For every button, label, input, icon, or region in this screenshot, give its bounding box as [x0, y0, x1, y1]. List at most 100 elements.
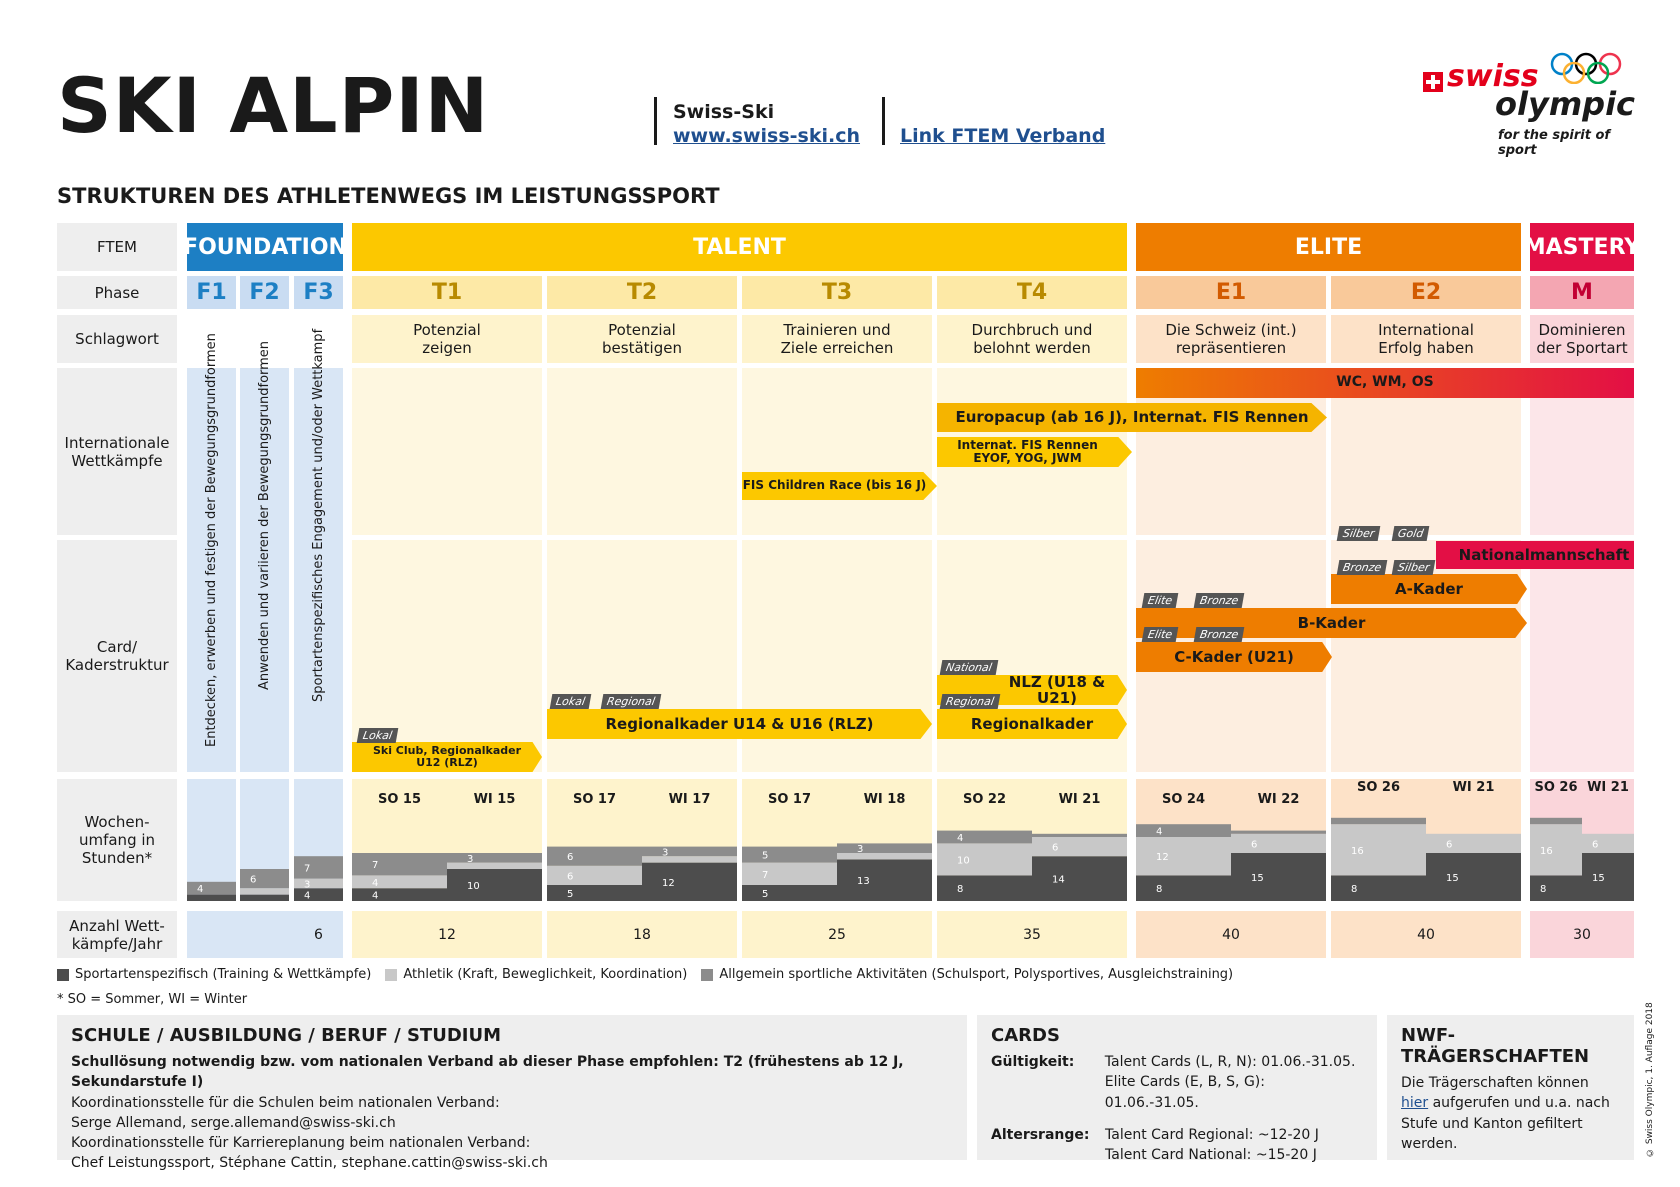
- schlagwort-m: Dominieren der Sportart: [1530, 315, 1634, 363]
- phase-e2: E2: [1331, 276, 1521, 309]
- bar-segment: [547, 865, 642, 885]
- bar-value-label: 6: [567, 852, 573, 863]
- org-name: Swiss-Ski: [673, 101, 775, 123]
- bar-value-label: 4: [372, 878, 378, 889]
- divider: [654, 97, 657, 145]
- bar-segment: [837, 859, 932, 901]
- foundation-text-f3: Sportartenspezifisches Engagement und/od…: [311, 328, 326, 702]
- bar-value-label: 7: [762, 870, 768, 881]
- bar-segment: [1136, 837, 1231, 876]
- bar-value-label: 6: [250, 875, 256, 886]
- bar-value-label: 3: [857, 844, 863, 855]
- ftem-talent: TALENT: [352, 223, 1127, 271]
- bar-segment: [742, 862, 837, 885]
- c-kader-arrow: C-Kader (U21): [1136, 642, 1332, 672]
- bar-segment: [642, 846, 737, 857]
- tag-bronze: Bronze: [1193, 627, 1245, 642]
- season-label: SO 15: [377, 791, 422, 807]
- bar-segment: [1231, 853, 1326, 901]
- divider: [882, 97, 885, 145]
- bar-segment: [1426, 833, 1521, 853]
- bar-value-label: 7: [304, 863, 310, 874]
- swiss-olympic-logo: swiss olympic for the spirit of sport: [1420, 52, 1635, 158]
- schule-title: SCHULE / AUSBILDUNG / BERUF / STUDIUM: [71, 1025, 501, 1046]
- anzahl-m: 30: [1530, 911, 1634, 958]
- season-label: SO 17: [572, 791, 617, 807]
- tag-silber: Silber: [1391, 560, 1436, 575]
- logo-tagline: for the spirit of sport: [1498, 128, 1611, 158]
- bar-segment: [294, 888, 343, 901]
- bar-value-label: 4: [957, 833, 963, 844]
- bar-segment: [187, 894, 236, 901]
- row-label-schlagwort: Schlagwort: [57, 315, 177, 363]
- schlagwort-e2: International Erfolg haben: [1331, 315, 1521, 363]
- bar-segment: [1032, 837, 1127, 857]
- cards-gueltigkeit-value: Talent Cards (L, R, N): 01.06.-31.05.: [1104, 1054, 1356, 1070]
- row-label-international: Internationale Wettkämpfe: [57, 368, 177, 535]
- bar-value-label: 3: [304, 879, 310, 890]
- cards-title: CARDS: [991, 1025, 1060, 1046]
- bar-segment: [937, 843, 1032, 876]
- cards-panel: CARDS Gültigkeit: Talent Cards (L, R, N)…: [977, 1015, 1377, 1163]
- anzahl-t1: 12: [352, 911, 542, 958]
- schule-line: Serge Allemand, serge.allemand@swiss-ski…: [71, 1114, 396, 1131]
- bar-value-label: 5: [762, 889, 768, 900]
- tag-silber: Silber: [1336, 526, 1381, 541]
- bar-segment: [240, 894, 289, 901]
- tag-regional: Regional: [600, 694, 662, 709]
- schlagwort-t2: Potenzial bestätigen: [547, 315, 737, 363]
- cards-gueltigkeit-value: Elite Cards (E, B, S, G): 01.06.-31.05.: [1104, 1074, 1265, 1111]
- season-label: SO 26: [1356, 779, 1401, 795]
- bar-segment: [547, 885, 642, 901]
- foundation-col-f3: [294, 368, 343, 772]
- nationalmannschaft-bar: Nationalmannschaft: [1436, 541, 1634, 569]
- anzahl-e2: 40: [1331, 911, 1521, 958]
- foundation-col-f1: [187, 368, 236, 772]
- bar-value-label: 4: [304, 891, 310, 901]
- org-url-link[interactable]: www.swiss-ski.ch: [673, 125, 861, 147]
- season-label: WI 15: [473, 791, 516, 807]
- bar-segment: [352, 875, 447, 889]
- season-label: WI 22: [1257, 791, 1300, 807]
- schule-bold-line: Schullösung notwendig bzw. vom nationale…: [71, 1054, 904, 1091]
- tag-national: National: [939, 660, 999, 675]
- season-label: SO 22: [962, 791, 1007, 807]
- bar-segment: [547, 846, 642, 866]
- bar-value-label: 13: [857, 876, 870, 887]
- ftem-link[interactable]: Link FTEM Verband: [900, 125, 1106, 147]
- bar-segment: [837, 843, 932, 853]
- bar-value-label: 6: [1592, 839, 1598, 850]
- phase-m: M: [1530, 276, 1634, 309]
- page-title: SKI ALPIN: [57, 61, 490, 150]
- anzahl-t3: 25: [742, 911, 932, 958]
- chart-column-bg: [187, 779, 236, 901]
- tag-elite: Elite: [1141, 627, 1179, 642]
- hours-chart: 4643744710356612357513381041468124156816…: [187, 779, 1634, 901]
- bar-segment: [447, 869, 542, 901]
- tag-lokal: Lokal: [356, 728, 399, 743]
- bar-segment: [187, 881, 236, 895]
- tag-gold: Gold: [1391, 526, 1430, 541]
- bar-segment: [1530, 875, 1582, 901]
- bar-value-label: 4: [1156, 827, 1162, 838]
- bar-value-label: 15: [1251, 873, 1264, 884]
- logo-swiss-text: swiss: [1447, 59, 1539, 94]
- bar-value-label: 6: [567, 871, 573, 882]
- nwf-panel: NWF-TRÄGERSCHAFTEN Die Trägerschaften kö…: [1387, 1015, 1634, 1160]
- bar-segment: [1426, 853, 1521, 901]
- cards-alter-label: Altersrange:: [991, 1126, 1090, 1143]
- nwf-hier-link[interactable]: hier: [1401, 1095, 1429, 1112]
- regionalkader-arrow: Regionalkader: [937, 709, 1127, 739]
- bar-segment: [1032, 856, 1127, 901]
- phase-f3: F3: [294, 276, 343, 309]
- nwf-text: Die Trägerschaften können hier aufgerufe…: [1401, 1075, 1610, 1152]
- bar-segment: [1331, 875, 1426, 901]
- schule-line: Koordinationsstelle für die Schulen beim…: [71, 1094, 500, 1111]
- legend-item: Sportartenspezifisch (Training & Wettkäm…: [57, 967, 371, 982]
- bar-segment: [294, 856, 343, 879]
- bar-value-label: 6: [1446, 839, 1452, 850]
- copyright: © Swiss Olympic, 1. Auflage 2018: [1645, 1002, 1655, 1158]
- season-label: WI 18: [863, 791, 906, 807]
- ftem-elite: ELITE: [1136, 223, 1521, 271]
- chart-legend: Sportartenspezifisch (Training & Wettkäm…: [57, 967, 1233, 982]
